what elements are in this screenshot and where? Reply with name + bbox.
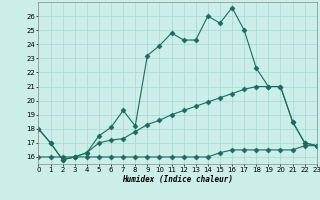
X-axis label: Humidex (Indice chaleur): Humidex (Indice chaleur): [122, 175, 233, 184]
